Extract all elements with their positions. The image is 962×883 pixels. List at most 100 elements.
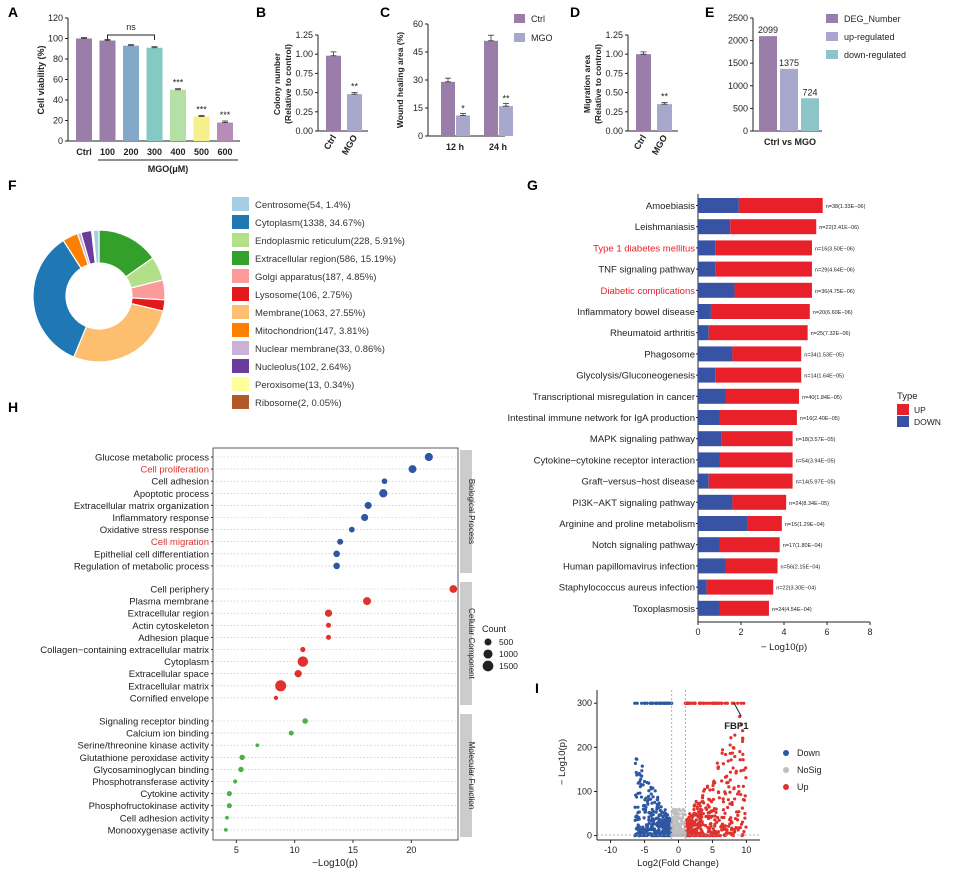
volcano-point (693, 820, 697, 824)
y-axis-title: Colony number (272, 52, 282, 115)
volcano-point (642, 831, 647, 835)
bar (170, 89, 186, 141)
volcano-point (641, 807, 645, 811)
volcano-point (720, 701, 724, 705)
bar (217, 122, 233, 141)
legend-label: Extracellular region(586, 15.19%) (255, 254, 396, 265)
volcano-point-nosig (681, 828, 685, 832)
volcano-point (696, 814, 700, 819)
bar-up (710, 304, 810, 319)
x-tick-label: 100 (100, 147, 115, 157)
panel-d-migration-chart: 0.00 0.25 0.50 0.75 1.00 1.25 Migration area (R… (582, 30, 678, 157)
facet-strip (460, 714, 472, 837)
legend-swatch (232, 305, 249, 319)
legend-label: Nucleolus(102, 2.64%) (255, 362, 351, 373)
volcano-point-nosig (670, 821, 674, 825)
volcano-point (737, 790, 741, 794)
volcano-point (647, 815, 651, 819)
volcano-point (640, 764, 644, 768)
volcano-point (708, 788, 712, 792)
bar-up (719, 537, 780, 553)
volcano-point (699, 809, 704, 813)
go-dot (288, 730, 294, 736)
go-dot (273, 695, 279, 701)
volcano-point (691, 829, 696, 834)
legend-label: down-regulated (844, 50, 906, 60)
term-label: Regulation of metabolic process (74, 561, 209, 572)
pie-slice (73, 302, 164, 363)
panel-label-d: D (570, 4, 580, 20)
annotation-label: n=14(5.97E−05) (796, 480, 836, 486)
legend-swatch (826, 50, 838, 59)
x-axis-title: MGO(μM) (148, 164, 189, 174)
volcano-point (717, 818, 721, 822)
volcano-point (657, 701, 661, 705)
bar-up (730, 219, 817, 235)
annotation-label: n=25(7.32E−06) (811, 331, 851, 337)
panel-e-deg-chart: 0 500 1000 1500 2000 2500 2099 1375 724 Ctrl vs M… (728, 13, 906, 147)
volcano-point (663, 808, 667, 812)
category-label: Leishmaniasis (635, 222, 695, 233)
volcano-point (662, 830, 666, 834)
y-tick-label: 0.25 (605, 107, 623, 117)
volcano-point (649, 787, 653, 791)
bar-up (747, 516, 782, 531)
term-label: Apoptotic process (133, 489, 209, 500)
x-tick-label: Ctrl (322, 133, 338, 151)
bar (76, 38, 92, 141)
bar (657, 104, 672, 131)
annotation-label: n=22(2.41E−06) (819, 225, 859, 231)
volcano-point-nosig (682, 813, 686, 817)
volcano-point (645, 799, 650, 804)
volcano-point (721, 797, 725, 801)
volcano-point (705, 785, 710, 789)
volcano-point (704, 701, 709, 705)
annotation-pointer (733, 702, 742, 717)
term-label: Adhesion plaque (138, 633, 209, 644)
x-tick-label: 200 (123, 147, 138, 157)
annotation-label: n=14(1.64E−05) (804, 374, 844, 380)
volcano-point (715, 820, 719, 824)
volcano-point (701, 811, 705, 816)
bar (801, 98, 819, 131)
panel-g-kegg-chart: Amoebiasis n=38(1.33E−06) Leishmaniasis n=2… (508, 194, 941, 653)
volcano-point-nosig (675, 815, 679, 819)
volcano-point (653, 800, 657, 804)
category-label: Staphylococcus aureus infection (559, 583, 695, 594)
facet-label: Molecular Function (467, 742, 476, 810)
volcano-point (706, 811, 710, 815)
annotation-label: n=34(1.53E−05) (804, 352, 844, 358)
panel-c-wound-chart: 0 15 30 45 60 Wound healing area (%) * 12 h ** 24… (395, 14, 553, 152)
volcano-point (724, 752, 728, 757)
term-label: Cytoplasm (164, 657, 209, 668)
volcano-point (731, 833, 736, 838)
volcano-point (712, 780, 716, 784)
volcano-point (741, 784, 745, 788)
facet-label: Biological Process (467, 479, 476, 544)
go-dot (255, 743, 260, 748)
bar (636, 54, 651, 132)
volcano-point (716, 766, 720, 771)
volcano-point (642, 779, 647, 784)
volcano-point (714, 807, 718, 811)
y-tick-label: 0.00 (605, 126, 623, 136)
go-dot (238, 766, 244, 773)
y-tick-label: 0 (587, 831, 592, 841)
volcano-point (635, 701, 639, 705)
facet-strip (460, 582, 472, 705)
volcano-point (707, 805, 711, 809)
panel-label-f: F (8, 177, 17, 193)
volcano-point (741, 736, 745, 740)
volcano-point (710, 701, 714, 705)
volcano-point (723, 790, 727, 794)
x-tick-label: Ctrl (632, 133, 648, 151)
volcano-point (742, 798, 747, 802)
bar-down (698, 494, 733, 510)
volcano-point (652, 818, 656, 822)
volcano-point (687, 820, 691, 824)
volcano-point (726, 831, 730, 835)
volcano-point (656, 798, 660, 802)
volcano-point (712, 829, 716, 833)
y-tick-label: 0.00 (295, 126, 313, 136)
significance-label: ** (502, 93, 510, 103)
